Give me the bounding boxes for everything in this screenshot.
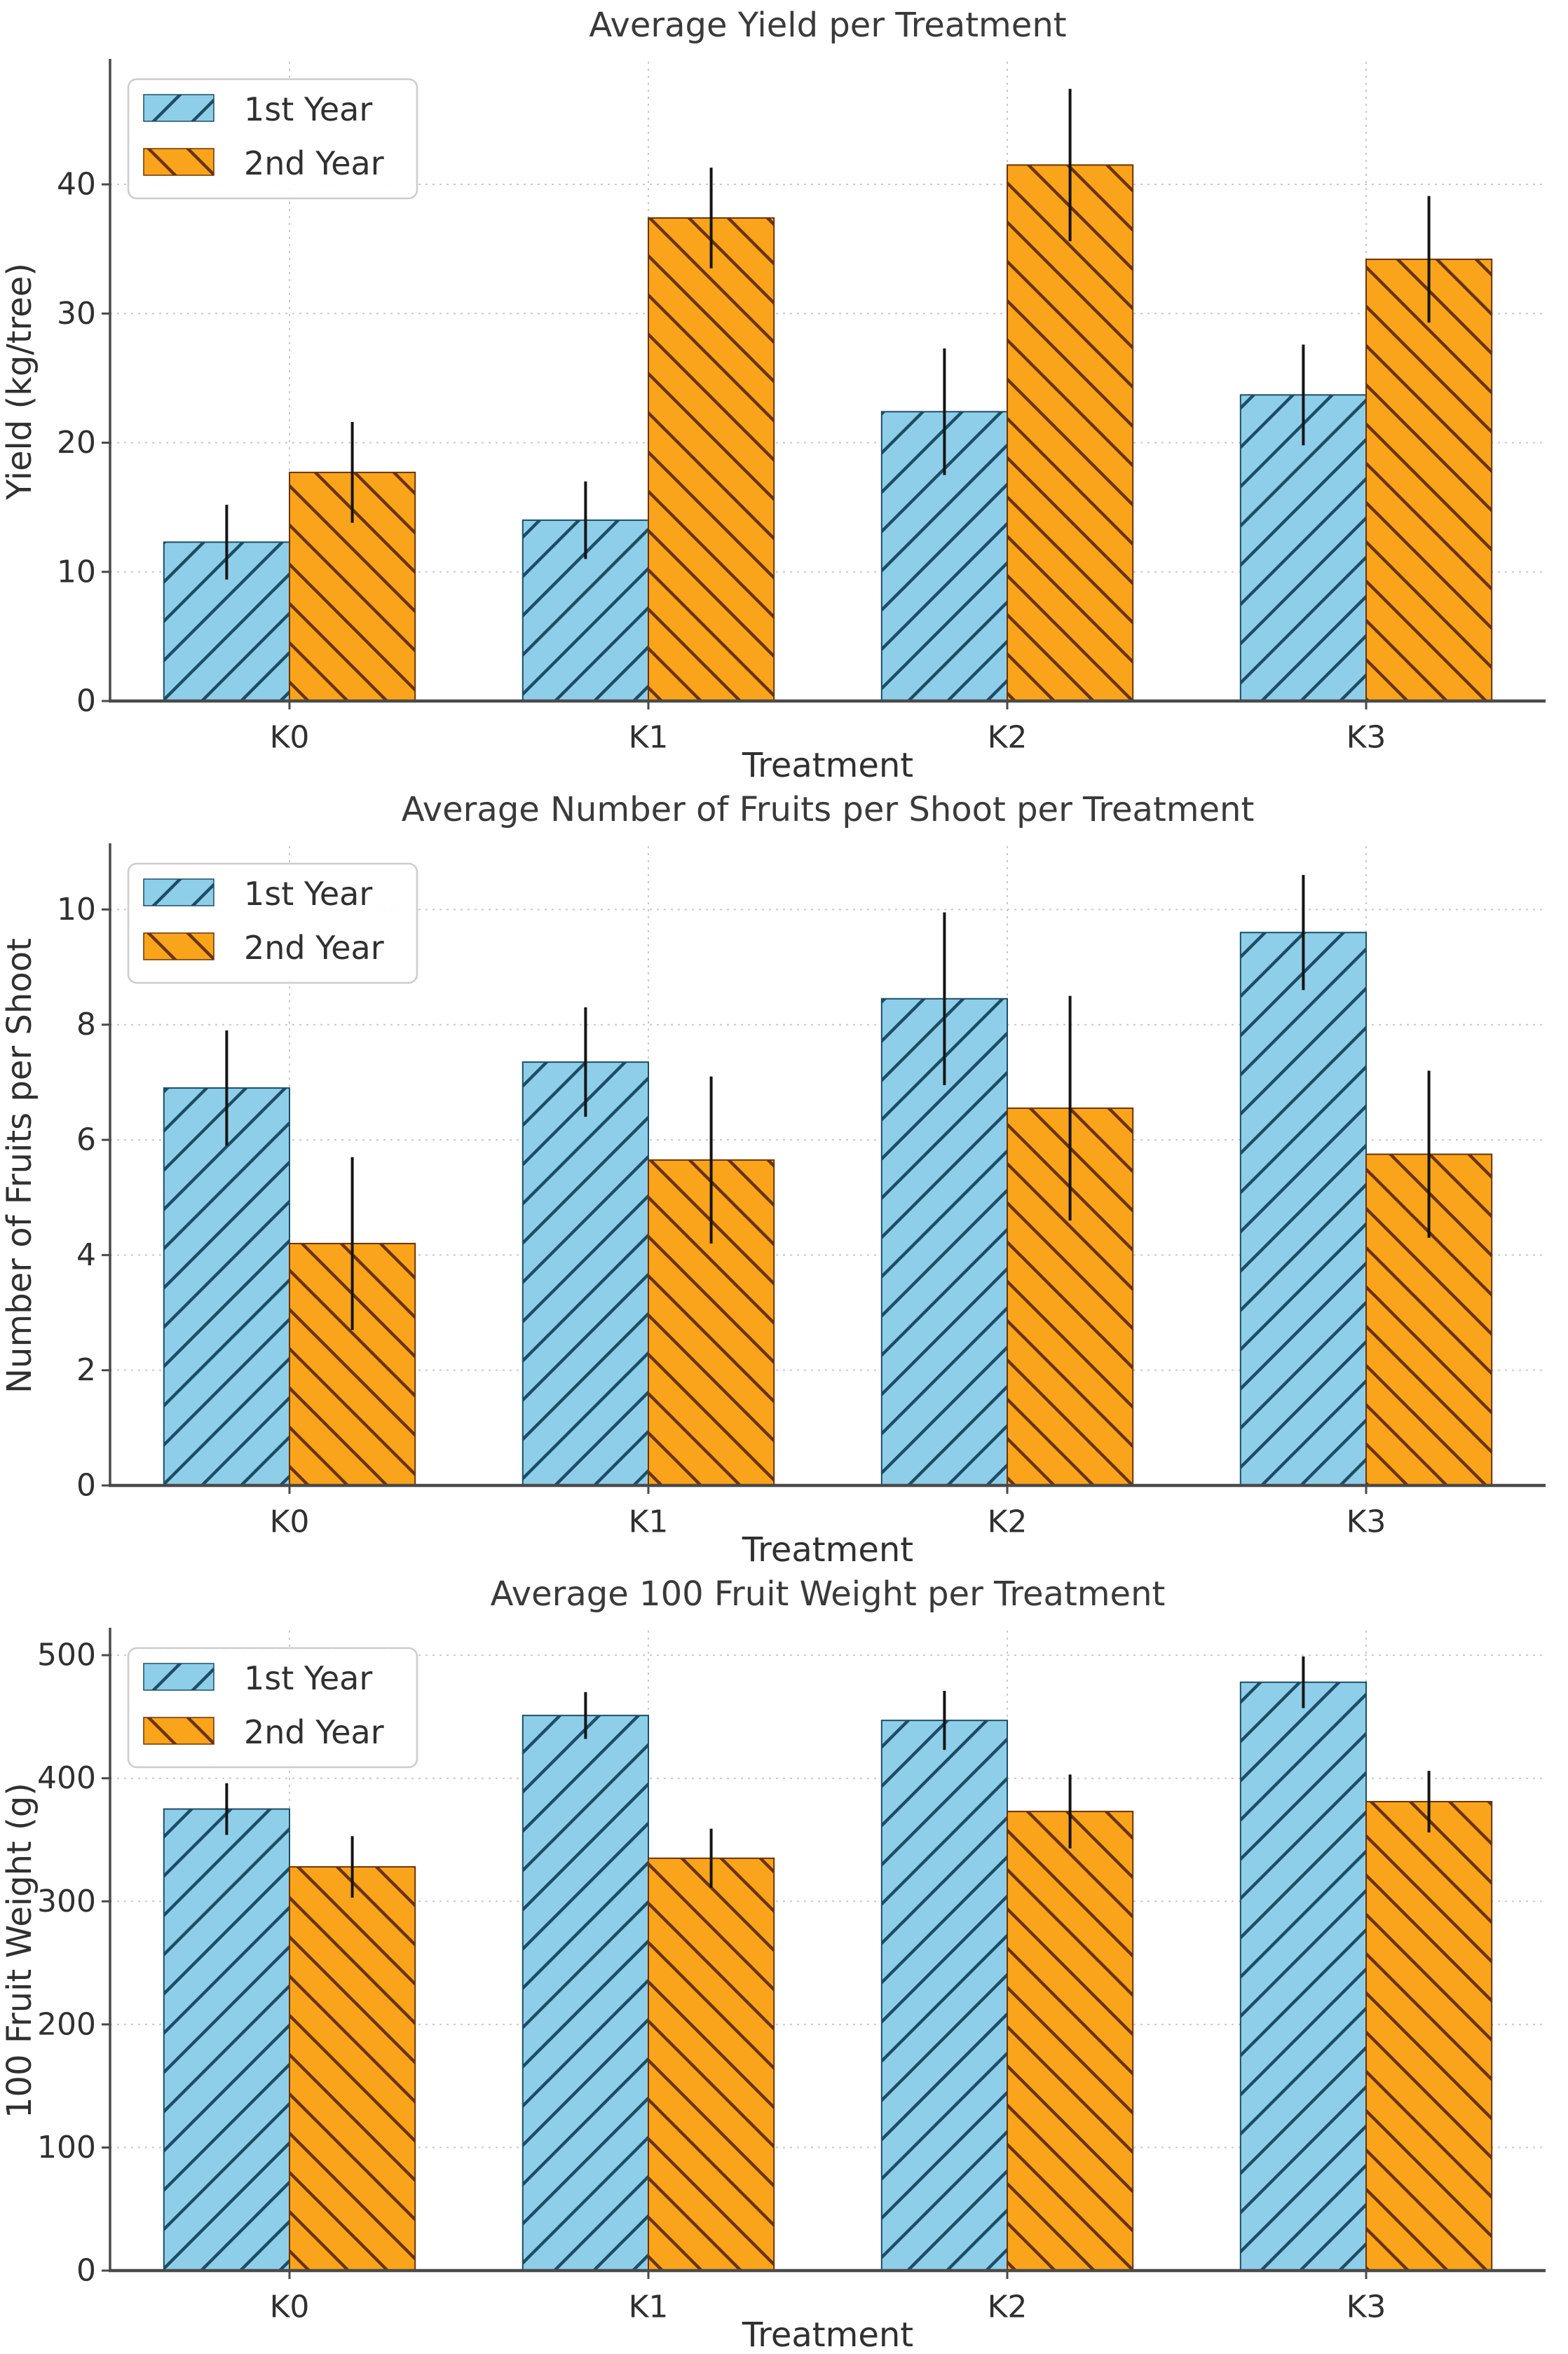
bar-hatch-2nd Year-K3 [1366, 1802, 1492, 2271]
legend-swatch-hatch-first_year [144, 1664, 214, 1690]
legend-item-label: 1st Year [244, 875, 372, 913]
chart-title: Average Number of Fruits per Shoot per T… [402, 790, 1255, 829]
axes [109, 843, 1546, 1488]
legend-swatch-hatch-second_year [144, 933, 214, 960]
legend-swatch-hatch-first_year [144, 879, 214, 906]
bar-hatch-2nd Year-K2 [1007, 165, 1133, 702]
chart-svg: 0 2 4 6 8 10 K0 K1 K2 K3 Average Number of Fruits … [0, 790, 1546, 1570]
x-tick-label: K0 [270, 1504, 310, 1540]
y-tick-label: 0 [76, 1468, 96, 1504]
chart-title: Average Yield per Treatment [589, 6, 1066, 45]
legend-swatch-hatch-first_year [144, 95, 214, 121]
legend-item-label: 2nd Year [244, 144, 384, 182]
bar-hatch-1st Year-K0 [163, 1809, 289, 2271]
bar-hatch-1st Year-K1 [522, 1715, 648, 2271]
bars [163, 1656, 1493, 2272]
x-tick-label: K1 [629, 1504, 669, 1540]
x-tick-label: K3 [1347, 2290, 1386, 2325]
y-tick-label: 8 [76, 1007, 96, 1042]
y-tick-label: 400 [37, 1760, 96, 1796]
chart-svg: 0 100 200 300 400 500 K0 K1 K2 K3 Average 100 Frui… [0, 1574, 1546, 2354]
x-tick-label: K2 [988, 2290, 1028, 2325]
bar-hatch-2nd Year-K0 [289, 1867, 416, 2271]
x-tick-label: K0 [270, 720, 310, 756]
legend: 1st Year 2nd Year [127, 78, 418, 200]
y-tick-label: 6 [76, 1122, 96, 1158]
legend-swatch-hatch-second_year [144, 1717, 214, 1744]
legend-item-label: 2nd Year [244, 929, 384, 967]
bar-hatch-2nd Year-K1 [648, 217, 775, 701]
y-tick-label: 0 [76, 683, 96, 719]
axes [109, 1628, 1546, 2273]
bars [163, 875, 1493, 1487]
y-tick-label: 40 [57, 167, 96, 203]
y-tick-label: 100 [37, 2130, 96, 2165]
y-tick-label: 10 [57, 892, 96, 927]
legend-item-label: 1st Year [244, 1659, 372, 1697]
bar-hatch-1st Year-K2 [881, 1720, 1007, 2271]
y-tick-label: 2 [76, 1352, 96, 1388]
x-tick-label: K0 [270, 2290, 310, 2325]
bar-hatch-1st Year-K3 [1240, 1682, 1366, 2271]
y-tick-label: 20 [57, 425, 96, 461]
y-axis-label: 100 Fruit Weight (g) [0, 1783, 39, 2118]
x-axis-label: Treatment [742, 746, 913, 782]
x-tick-label: K2 [988, 1504, 1028, 1540]
fruits-per-shoot-chart: 0 2 4 6 8 10 K0 K1 K2 K3 Average Number of Fruits … [0, 784, 1568, 1570]
y-axis-label: Number of Fruits per Shoot [0, 938, 39, 1394]
y-tick-label: 4 [76, 1237, 96, 1273]
y-tick-label: 10 [57, 554, 96, 590]
y-tick-label: 300 [37, 1884, 96, 1919]
bar-hatch-2nd Year-K1 [648, 1858, 775, 2271]
y-tick-label: 30 [57, 296, 96, 332]
legend: 1st Year 2nd Year [127, 1647, 418, 1769]
bars [163, 88, 1493, 702]
chart-title: Average 100 Fruit Weight per Treatment [491, 1574, 1166, 1614]
legend-item-label: 1st Year [244, 90, 372, 128]
legend-swatch-hatch-second_year [144, 149, 214, 175]
y-tick-label: 500 [37, 1638, 96, 1673]
bar-hatch-2nd Year-K3 [1366, 259, 1492, 702]
bar-hatch-1st Year-K3 [1240, 395, 1366, 701]
bar-hatch-1st Year-K0 [163, 1088, 289, 1485]
x-tick-label: K1 [629, 2290, 669, 2325]
x-axis-label: Treatment [742, 2315, 913, 2351]
fruit-weight-chart: 0 100 200 300 400 500 K0 K1 K2 K3 Average 100 Frui… [0, 1569, 1568, 2354]
x-tick-label: K1 [629, 720, 669, 756]
x-axis-label: Treatment [742, 1530, 913, 1566]
x-tick-label: K3 [1347, 720, 1386, 756]
chart-svg: 0 10 20 30 40 K0 K1 K2 K3 Average Yield per Treat… [0, 6, 1546, 785]
y-tick-label: 0 [76, 2253, 96, 2289]
y-tick-label: 200 [37, 2006, 96, 2042]
legend-item-label: 2nd Year [244, 1713, 384, 1751]
axes [109, 59, 1546, 703]
y-axis-label: Yield (kg/tree) [0, 263, 39, 501]
yield-chart: 0 10 20 30 40 K0 K1 K2 K3 Average Yield per Treat… [0, 0, 1568, 785]
legend: 1st Year 2nd Year [127, 862, 418, 984]
x-tick-label: K2 [988, 720, 1028, 756]
bar-hatch-1st Year-K3 [1240, 932, 1366, 1485]
x-tick-label: K3 [1347, 1504, 1386, 1540]
bar-hatch-2nd Year-K2 [1007, 1811, 1133, 2271]
bar-hatch-1st Year-K1 [522, 1062, 648, 1485]
